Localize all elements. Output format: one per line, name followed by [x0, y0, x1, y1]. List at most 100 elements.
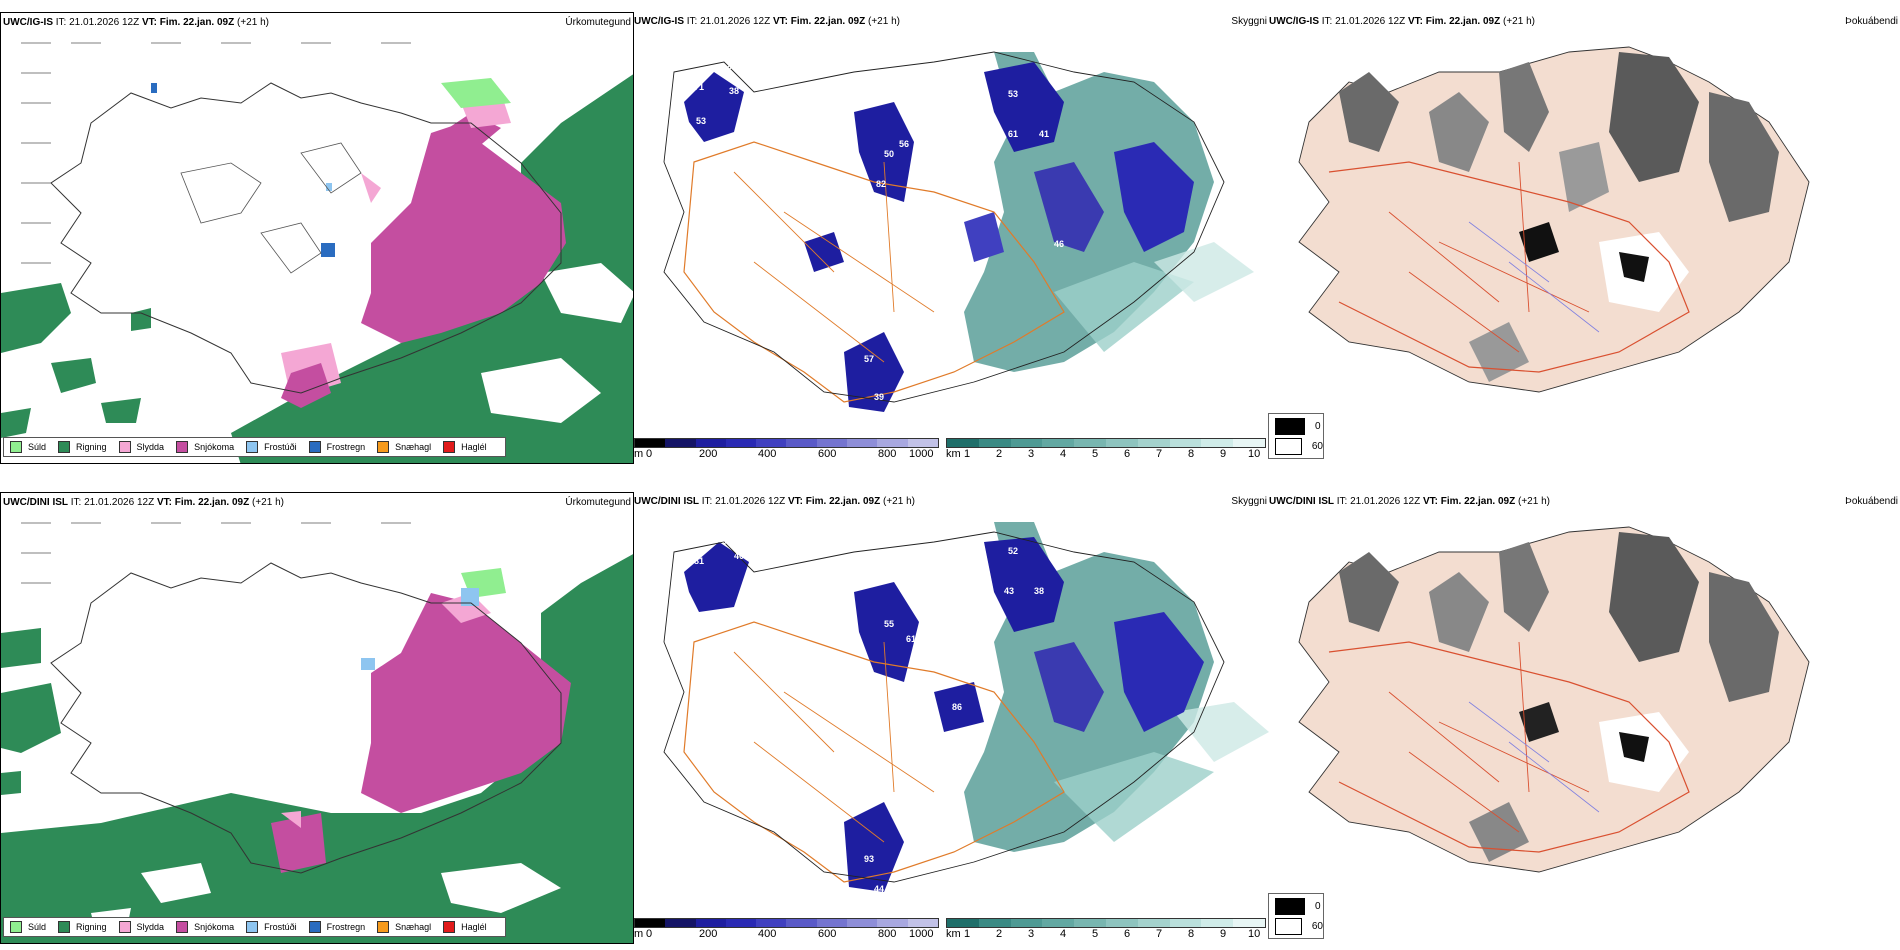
fog-title-top: Þokuábendi	[1845, 16, 1898, 27]
visibility-colorbar-top: km 1 2 3 4 5 6 7 8 9 10	[946, 438, 1266, 464]
visibility-panel-bottom: 90 40 81 55 61 52 43 38 86 234 93 44 UWC…	[634, 492, 1269, 944]
fog-legend-item: 0	[1269, 896, 1323, 916]
tick-label: 400	[758, 928, 777, 940]
peak-label: 90	[722, 536, 732, 546]
precip-title-top: Úrkomutegund	[565, 17, 631, 28]
tick-label: 5	[1092, 448, 1099, 460]
peak-label: 38	[1034, 586, 1044, 596]
legend-item: Súld	[10, 921, 46, 933]
precip-legend-bottom: Súld Rigning Slydda Snjókoma Frostúði Fr…	[3, 917, 506, 937]
peak-label: 38	[729, 86, 739, 96]
visibility-map-top: 62 71 38 53 50 56 82 53 61 41 46 249 43 …	[634, 12, 1269, 464]
fog-title-bottom: Þokuábendi	[1845, 496, 1898, 507]
precip-header-top: UWC/IG-IS IT: 21.01.2026 12Z VT: Fim. 22…	[3, 17, 269, 28]
elevation-colorbar-ticks: m 0 200 400 600 800 1000	[634, 928, 939, 942]
tick-label: 1000	[909, 928, 934, 940]
elevation-colorbar-swatches	[634, 918, 939, 928]
tick-label: 600	[818, 448, 837, 460]
visibility-colorbar-ticks: km 1 2 3 4 5 6 7 8 9 10	[946, 448, 1266, 462]
legend-item: Haglél	[443, 921, 487, 933]
legend-item: Haglél	[443, 441, 487, 453]
tick-label: 1	[964, 448, 971, 460]
tick-label: 6	[1124, 928, 1131, 940]
fog-header-top: UWC/IG-IS IT: 21.01.2026 12Z VT: Fim. 22…	[1269, 16, 1535, 27]
tick-label: 7	[1156, 928, 1163, 940]
tick-label: 9	[1220, 448, 1227, 460]
tick-label: 4	[1060, 448, 1067, 460]
visibility-header-bottom: UWC/DINI ISL IT: 21.01.2026 12Z VT: Fim.…	[634, 496, 915, 507]
peak-label: 93	[864, 854, 874, 864]
visibility-panel-top: 62 71 38 53 50 56 82 53 61 41 46 249 43 …	[634, 12, 1269, 464]
tick-label: 2	[996, 448, 1003, 460]
visibility-header-top: UWC/IG-IS IT: 21.01.2026 12Z VT: Fim. 22…	[634, 16, 900, 27]
legend-item: Súld	[10, 441, 46, 453]
tick-label: 1000	[909, 448, 934, 460]
peak-label: 62	[722, 64, 732, 74]
elevation-unit: m	[634, 448, 644, 460]
tick-label: 2	[996, 928, 1003, 940]
fog-legend-item: 60	[1269, 916, 1323, 936]
elevation-colorbar-bottom: m 0 200 400 600 800 1000	[634, 918, 939, 944]
precip-title-bottom: Úrkomutegund	[565, 497, 631, 508]
peak-label: 71	[694, 82, 704, 92]
elevation-colorbar-ticks: m 0 200 400 600 800 1000	[634, 448, 939, 462]
peak-label: 249	[914, 249, 929, 259]
peak-label: 61	[1008, 129, 1018, 139]
precip-panel-top: UWC/IG-IS IT: 21.01.2026 12Z VT: Fim. 22…	[0, 12, 634, 464]
tick-label: 0	[646, 928, 653, 940]
precip-panel-bottom: UWC/DINI ISL IT: 21.01.2026 12Z VT: Fim.…	[0, 492, 634, 944]
tick-label: 1	[964, 928, 971, 940]
visibility-title-top: Skyggni	[1231, 16, 1267, 27]
peak-label: 55	[884, 619, 894, 629]
peak-label: 82	[876, 179, 886, 189]
fog-legend-top: 0 60	[1268, 413, 1324, 459]
peak-label: 86	[952, 702, 962, 712]
tick-label: 8	[1188, 448, 1195, 460]
tick-label: 800	[878, 928, 897, 940]
peak-label: 53	[1008, 89, 1018, 99]
precip-header-bottom: UWC/DINI ISL IT: 21.01.2026 12Z VT: Fim.…	[3, 497, 284, 508]
precip-map-top	[1, 13, 633, 463]
tick-label: 7	[1156, 448, 1163, 460]
peak-label: 46	[1054, 239, 1064, 249]
legend-item: Frostregn	[308, 921, 365, 933]
visibility-colorbar-bottom: km 1 2 3 4 5 6 7 8 9 10	[946, 918, 1266, 944]
tick-label: 10	[1248, 448, 1261, 460]
fog-panel-top: UWC/IG-IS IT: 21.01.2026 12Z VT: Fim. 22…	[1269, 12, 1900, 464]
peak-label: 81	[694, 556, 704, 566]
visibility-map-bottom: 90 40 81 55 61 52 43 38 86 234 93 44	[634, 492, 1269, 944]
tick-label: 10	[1248, 928, 1261, 940]
tick-label: 3	[1028, 448, 1035, 460]
tick-label: 200	[699, 928, 718, 940]
peak-label: 53	[696, 116, 706, 126]
visibility-colorbar-ticks: km 1 2 3 4 5 6 7 8 9 10	[946, 928, 1266, 942]
legend-item: Frostregn	[308, 441, 365, 453]
peak-label: 41	[1039, 129, 1049, 139]
legend-item: Slydda	[118, 921, 164, 933]
visibility-colorbar-swatches	[946, 438, 1266, 448]
peak-label: 39	[874, 392, 884, 402]
peak-label: 61	[906, 634, 916, 644]
legend-item: Frostúði	[246, 921, 297, 933]
legend-item: Snæhagl	[377, 441, 431, 453]
legend-item: Frostúði	[246, 441, 297, 453]
precip-map-bottom	[1, 493, 633, 943]
elevation-colorbar-swatches	[634, 438, 939, 448]
fog-map-top	[1269, 12, 1900, 464]
tick-label: 0	[646, 448, 653, 460]
peak-label: 43	[941, 256, 951, 266]
legend-item: Snjókoma	[176, 921, 234, 933]
elevation-colorbar-top: m 0 200 400 600 800 1000	[634, 438, 939, 464]
elevation-unit: m	[634, 928, 644, 940]
tick-label: 3	[1028, 928, 1035, 940]
tick-label: 8	[1188, 928, 1195, 940]
visibility-title-bottom: Skyggni	[1231, 496, 1267, 507]
tick-label: 4	[1060, 928, 1067, 940]
peak-label: 40	[734, 551, 744, 561]
peak-label: 57	[864, 354, 874, 364]
tick-label: 400	[758, 448, 777, 460]
tick-label: 5	[1092, 928, 1099, 940]
fog-legend-bottom: 0 60	[1268, 893, 1324, 939]
tick-label: 600	[818, 928, 837, 940]
tick-label: 9	[1220, 928, 1227, 940]
